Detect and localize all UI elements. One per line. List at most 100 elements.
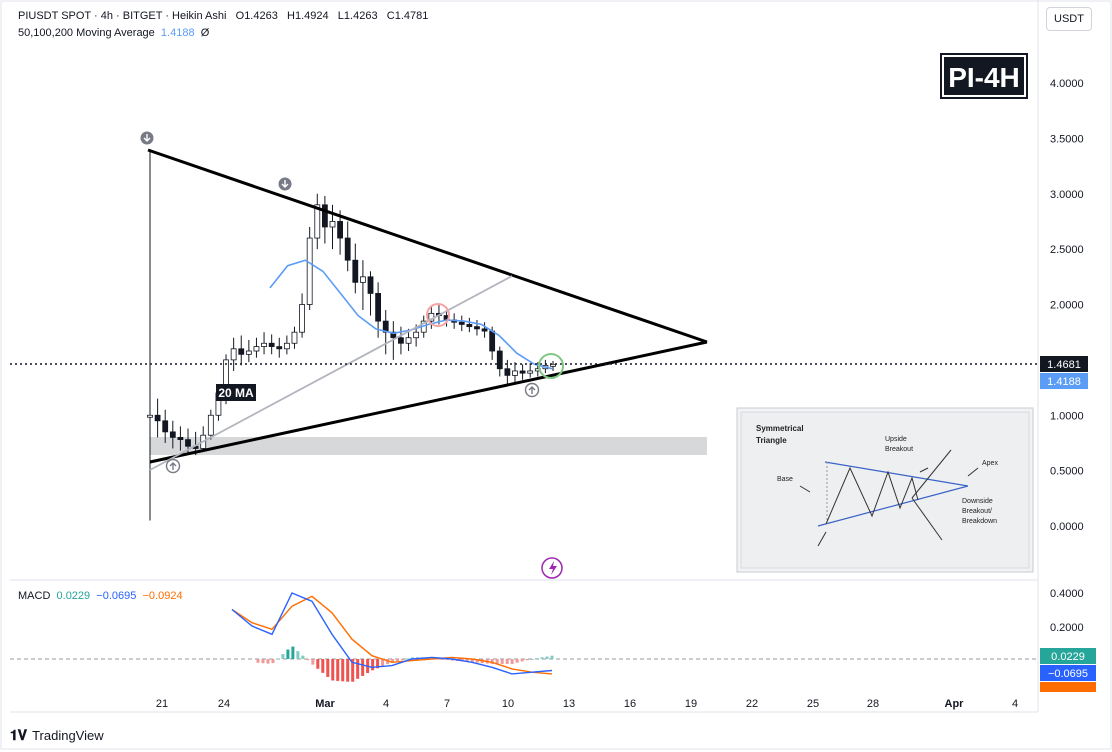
symbol-line[interactable]: PIUSDT SPOT · 4h · BITGET · Heikin Ashi — [18, 10, 227, 22]
ma-null-icon[interactable]: Ø — [200, 27, 210, 39]
macd-histogram-bar — [530, 658, 534, 660]
macd-histogram-bar — [445, 659, 449, 660]
candle-body — [360, 276, 366, 283]
candle-body — [413, 331, 420, 339]
time-tick-label: 24 — [218, 698, 230, 710]
time-tick-label: 28 — [867, 698, 879, 710]
macd-histogram-bar — [306, 659, 310, 661]
price-tick-label: 0.0000 — [1050, 521, 1084, 533]
candle-body — [283, 342, 290, 350]
macd-histogram-bar — [391, 659, 395, 663]
time-tick-label: 10 — [502, 698, 514, 710]
lightning-icon[interactable] — [541, 557, 563, 579]
macd-histogram-bar — [356, 659, 360, 679]
candle-body — [291, 331, 298, 344]
macd-histogram-bar — [301, 655, 305, 659]
tradingview-logo[interactable]: 𝟏𝐕 TradingView — [10, 727, 104, 744]
macd-legend: MACD 0.0229 −0.0695 −0.0924 — [18, 590, 183, 602]
candle-body — [230, 348, 237, 361]
candle-body — [299, 304, 305, 333]
price-tick-label: 2.0000 — [1050, 300, 1084, 312]
inset-apex-label: Apex — [982, 460, 998, 467]
macd-histogram-bar — [381, 659, 385, 667]
candle-body — [519, 370, 526, 374]
tradingview-text: TradingView — [32, 728, 104, 743]
candle-body — [352, 259, 359, 283]
support-zone — [150, 437, 707, 455]
ma-legend-value: 1.4188 — [160, 27, 195, 39]
up-arrow-marker[interactable] — [524, 382, 540, 398]
macd-legend-label[interactable]: MACD — [18, 590, 51, 602]
macd-line-tag-text: −0.0695 — [1048, 668, 1088, 680]
time-tick-label: Apr — [945, 698, 965, 710]
candle-body — [504, 368, 511, 376]
low-label: L — [337, 10, 344, 22]
macd-histogram-bar — [296, 651, 300, 659]
macd-histogram-bar — [540, 657, 544, 659]
inset-breakout-label: Breakout — [885, 446, 913, 453]
candle-body — [314, 204, 321, 239]
candle-body — [344, 237, 351, 261]
macd-histogram-bar — [351, 659, 355, 682]
candle-body — [321, 204, 328, 228]
open-label: O — [235, 10, 245, 22]
macd-histogram-bar — [535, 658, 539, 660]
candle-body — [466, 324, 473, 328]
macd-line-value: −0.0695 — [96, 590, 137, 602]
macd-histogram-bar — [316, 659, 320, 669]
candle-body — [177, 436, 184, 441]
green-highlight-circle — [538, 353, 564, 379]
timeframe-badge: PI-4H — [942, 55, 1026, 97]
candle-body — [261, 342, 267, 347]
tv-logo-icon: 𝟏𝐕 — [10, 727, 28, 743]
price-tick-label: 3.0000 — [1050, 189, 1084, 201]
high-label: H — [287, 10, 295, 22]
macd-histogram-bar — [470, 659, 474, 663]
price-tick-label: 1.0000 — [1050, 410, 1084, 422]
candle-body — [496, 350, 503, 370]
time-tick-label: 13 — [563, 698, 575, 710]
candle-body — [481, 328, 488, 332]
price-tick-label: 4.0000 — [1050, 78, 1084, 90]
symmetrical-triangle-inset: Symmetrical Triangle Upside Breakout Ape… — [736, 407, 1034, 573]
ma-price-text: 1.4188 — [1047, 376, 1081, 388]
close-label: C — [386, 10, 395, 22]
time-axis[interactable]: 21 24 Mar 4 7 10 13 16 19 22 25 28 Apr 4 — [156, 698, 1018, 710]
candle-body — [375, 293, 382, 322]
macd-histogram-bar — [500, 659, 504, 664]
up-arrow-marker[interactable] — [165, 458, 181, 474]
macd-histogram-bar — [520, 659, 524, 662]
candle-body — [329, 221, 336, 228]
inset-title-line2: Triangle — [756, 436, 787, 445]
candle-body — [458, 321, 465, 325]
macd-hist-tag — [1040, 648, 1096, 664]
price-tick-label: 0.5000 — [1050, 466, 1084, 478]
price-tick-label: 2.5000 — [1050, 244, 1084, 256]
macd-histogram-bar — [525, 659, 529, 661]
triangle-lower-line — [149, 340, 708, 464]
macd-histogram-bar — [430, 657, 434, 659]
currency-button[interactable]: USDT — [1046, 7, 1092, 31]
last-price-text: 1.4681 — [1047, 359, 1081, 371]
time-tick-label: 16 — [624, 698, 636, 710]
candle-body — [154, 414, 161, 422]
high-value: 1.4924 — [294, 10, 329, 22]
macd-histogram-bar — [276, 658, 280, 660]
macd-histogram-bar — [271, 659, 275, 664]
macd-histogram-bar — [490, 659, 494, 664]
triangle-upper-line — [147, 148, 708, 344]
down-arrow-marker[interactable] — [140, 131, 154, 145]
macd-hist-value: 0.0229 — [56, 590, 91, 602]
macd-histogram-bar — [550, 655, 554, 659]
macd-histogram-bar — [376, 659, 380, 669]
macd-histogram-bar — [450, 659, 454, 661]
down-arrow-marker[interactable] — [278, 177, 292, 191]
gray-trendline — [149, 275, 513, 471]
time-tick-label: 21 — [156, 698, 168, 710]
time-tick-label: 7 — [444, 698, 450, 710]
ma-annotation-box — [216, 384, 256, 401]
ma-legend-label[interactable]: 50,100,200 Moving Average — [18, 27, 155, 39]
candle-body — [162, 420, 169, 433]
time-tick-label: 22 — [746, 698, 758, 710]
